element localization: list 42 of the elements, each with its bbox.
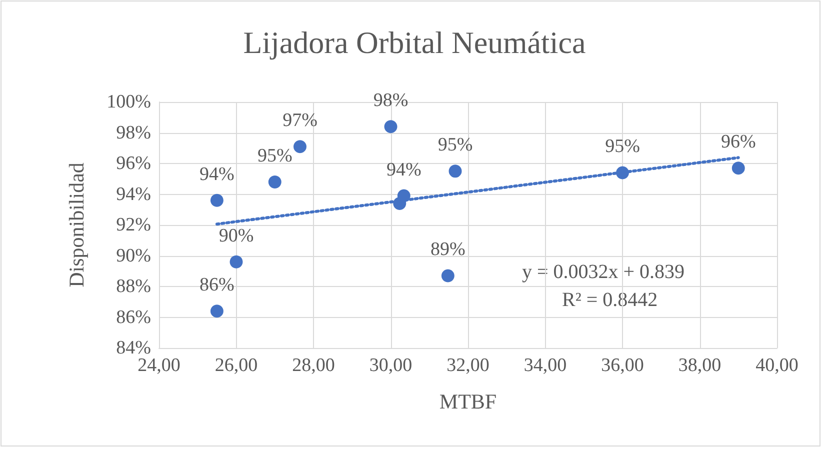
point — [448, 164, 462, 178]
x-tick-label: 34,00 — [524, 355, 567, 376]
point — [441, 269, 454, 282]
y-tick-label: 86% — [116, 306, 152, 328]
data-label: 96% — [720, 132, 756, 153]
data-label: 95% — [438, 134, 473, 156]
point — [732, 162, 745, 175]
point — [384, 120, 398, 134]
chart-title: Lijadora Orbital Neumática — [243, 25, 586, 60]
x-tick-label: 32,00 — [446, 355, 490, 376]
point — [293, 140, 306, 154]
y-tick-label: 92% — [116, 214, 152, 236]
x-tick-label: 28,00 — [292, 355, 335, 376]
x-tick-label: 30,00 — [369, 355, 412, 376]
point — [230, 255, 243, 268]
point — [397, 189, 410, 202]
x-tick-label: 26,00 — [214, 355, 258, 376]
y-axis-title: Disponibilidad — [64, 162, 88, 288]
data-label: 95% — [605, 136, 640, 158]
x-tick-label: 36,00 — [601, 355, 644, 376]
data-label: 94% — [200, 164, 235, 185]
annotation: R² = 0.8442 — [562, 289, 658, 311]
data-label: 94% — [386, 159, 422, 180]
y-tick-label: 100% — [106, 92, 152, 112]
point — [210, 304, 224, 318]
y-tick-label: 98% — [116, 122, 152, 144]
data-label: 89% — [430, 239, 466, 260]
point — [616, 166, 629, 180]
data-label: 86% — [200, 274, 235, 296]
data-label: 97% — [282, 110, 318, 132]
point — [268, 175, 282, 188]
y-tick-label: 88% — [116, 276, 152, 297]
y-tick-label: 96% — [116, 153, 152, 174]
point — [210, 194, 224, 207]
data-label: 90% — [218, 225, 254, 246]
x-tick-label: 40,00 — [756, 355, 798, 376]
x-tick-label: 38,00 — [678, 355, 722, 376]
y-tick-label: 90% — [116, 245, 152, 266]
x-axis-title: MTBF — [439, 390, 497, 414]
y-tick-label: 94% — [116, 184, 152, 205]
data-label: 98% — [373, 90, 408, 112]
data-label: 95% — [257, 145, 292, 166]
